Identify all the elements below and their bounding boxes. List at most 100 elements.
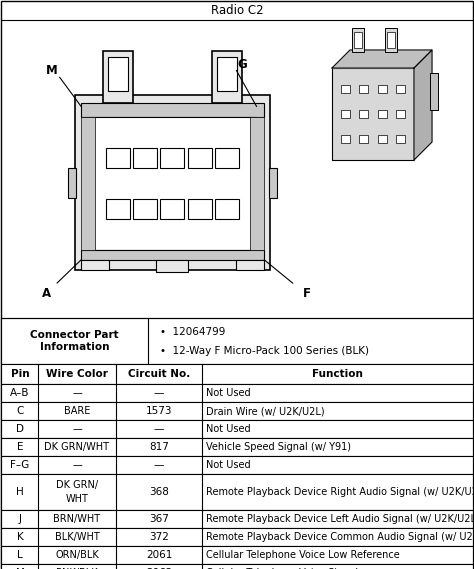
Bar [359,135,368,143]
Text: 2061: 2061 [146,550,172,560]
Bar [396,135,405,143]
Text: Drain Wire (w/ U2K/U2L): Drain Wire (w/ U2K/U2L) [206,406,325,416]
Text: M: M [46,64,58,76]
Text: WHT: WHT [65,494,89,504]
Text: F: F [303,287,311,299]
Bar [217,57,237,91]
Bar [75,95,270,270]
Bar [396,110,405,118]
Bar [68,167,76,197]
Bar [269,167,277,197]
Bar [250,117,264,250]
Text: —: — [72,424,82,434]
Text: Cellular Telephone Voice Low Reference: Cellular Telephone Voice Low Reference [206,550,400,560]
Text: 2062: 2062 [146,568,172,569]
Text: Cellular Telephone Voice Signal: Cellular Telephone Voice Signal [206,568,358,569]
Text: —: — [154,460,164,470]
Text: BLK/WHT: BLK/WHT [55,532,100,542]
Text: 368: 368 [149,487,169,497]
Text: Not Used: Not Used [206,460,251,470]
Polygon shape [414,50,432,160]
Bar [341,85,350,93]
Bar [1,318,473,364]
Bar [215,199,239,219]
Bar [1,474,473,510]
Text: A–B: A–B [10,388,30,398]
Bar [81,250,264,260]
Text: Remote Playback Device Left Audio Signal (w/ U2K/U2L): Remote Playback Device Left Audio Signal… [206,514,474,524]
Text: H: H [16,487,24,497]
Bar [1,456,473,474]
Bar [1,384,473,402]
Bar [1,564,473,569]
Text: E: E [17,442,23,452]
Bar [106,148,130,168]
Bar [332,68,414,160]
Text: J: J [18,514,21,524]
Text: L: L [17,550,23,560]
Bar [378,110,387,118]
Bar [1,420,473,438]
Bar [188,148,212,168]
Text: Remote Playback Device Right Audio Signal (w/ U2K/U2L): Remote Playback Device Right Audio Signa… [206,487,474,497]
Text: •  12064799: • 12064799 [160,327,225,337]
Bar [341,110,350,118]
Text: F–G: F–G [10,460,29,470]
Bar [103,51,133,103]
Bar [378,135,387,143]
Bar [1,546,473,564]
Text: G: G [237,57,247,71]
Bar [1,510,473,528]
Bar [188,199,212,219]
Text: —: — [72,460,82,470]
Bar [1,364,473,384]
Text: Wire Color: Wire Color [46,369,108,379]
Bar [1,402,473,420]
Text: —: — [154,424,164,434]
Bar [387,32,395,48]
Text: DK GRN/: DK GRN/ [56,480,98,490]
Bar [430,73,438,110]
Bar [1,438,473,456]
Bar [385,28,397,52]
Text: C: C [16,406,24,416]
Bar [81,260,109,270]
Text: ORN/BLK: ORN/BLK [55,550,99,560]
Text: •  12-Way F Micro-Pack 100 Series (BLK): • 12-Way F Micro-Pack 100 Series (BLK) [160,346,369,356]
Text: Connector Part Information: Connector Part Information [30,330,119,352]
Polygon shape [332,50,432,68]
Bar [133,148,157,168]
Text: —: — [154,388,164,398]
Bar [353,28,365,52]
Text: A: A [43,287,52,299]
Bar [359,85,368,93]
Bar [106,199,130,219]
Bar [359,110,368,118]
Text: 1573: 1573 [146,406,172,416]
Bar [1,528,473,546]
Bar [156,260,189,272]
Bar [236,260,264,270]
Text: M: M [16,568,25,569]
Text: Radio C2: Radio C2 [210,3,264,17]
Text: 817: 817 [149,442,169,452]
Bar [212,51,242,103]
Bar [89,117,256,250]
Text: —: — [72,388,82,398]
Text: Not Used: Not Used [206,424,251,434]
Bar [378,85,387,93]
Text: Not Used: Not Used [206,388,251,398]
Text: D: D [16,424,24,434]
Text: 367: 367 [149,514,169,524]
Text: Vehicle Speed Signal (w/ Y91): Vehicle Speed Signal (w/ Y91) [206,442,351,452]
Bar [108,57,128,91]
Text: BRN/WHT: BRN/WHT [54,514,100,524]
Text: PNK/BLK: PNK/BLK [56,568,98,569]
Text: BARE: BARE [64,406,90,416]
Bar [133,199,157,219]
Bar [215,148,239,168]
Text: DK GRN/WHT: DK GRN/WHT [45,442,109,452]
Bar [81,103,264,117]
Bar [161,148,184,168]
Text: Function: Function [311,369,363,379]
